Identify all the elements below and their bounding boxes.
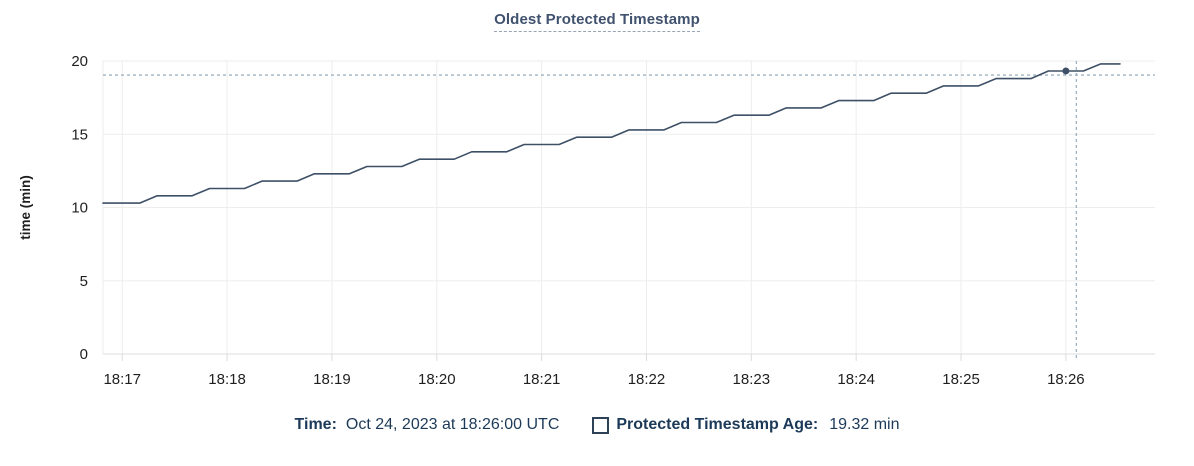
svg-text:10: 10: [71, 200, 88, 217]
series-toggle-checkbox[interactable]: [592, 416, 610, 434]
svg-text:0: 0: [80, 346, 88, 363]
vertical-gridlines: [102, 61, 1067, 361]
svg-text:18:19: 18:19: [313, 371, 351, 388]
svg-text:18:17: 18:17: [103, 371, 141, 388]
chart-tooltip-legend: Time: Oct 24, 2023 at 18:26:00 UTC Prote…: [0, 416, 1194, 434]
series-hover-value: 19.32 min: [829, 416, 900, 433]
svg-text:18:24: 18:24: [837, 371, 875, 388]
tooltip-time-value: Oct 24, 2023 at 18:26:00 UTC: [345, 416, 560, 433]
svg-text:18:20: 18:20: [418, 371, 456, 388]
chart-title[interactable]: Oldest Protected Timestamp: [494, 11, 700, 32]
svg-text:time (min): time (min): [18, 175, 33, 240]
svg-text:18:21: 18:21: [523, 371, 561, 388]
hover-crosshair: [103, 61, 1155, 361]
horizontal-gridlines: [103, 60, 1155, 355]
chart-header: Oldest Protected Timestamp: [0, 0, 1194, 42]
y-axis-title: time (min): [18, 175, 33, 240]
svg-text:15: 15: [71, 126, 88, 143]
tooltip-time-label: Time:: [294, 416, 337, 433]
svg-text:18:26: 18:26: [1047, 371, 1085, 388]
svg-text:20: 20: [71, 53, 88, 70]
series-name-label: Protected Timestamp Age:: [616, 416, 819, 433]
x-axis-labels: 18:17 18:18 18:19 18:20 18:21 18:22 18:23 18:24…: [103, 371, 1084, 388]
svg-text:18:25: 18:25: [942, 371, 980, 388]
svg-text:18:18: 18:18: [208, 371, 246, 388]
hover-data-point: [1062, 67, 1070, 75]
data-line: [102, 63, 1121, 204]
svg-text:5: 5: [80, 273, 88, 290]
svg-text:18:22: 18:22: [628, 371, 666, 388]
y-axis-labels: 0 5 10 15 20: [71, 53, 88, 363]
svg-text:18:23: 18:23: [733, 371, 771, 388]
